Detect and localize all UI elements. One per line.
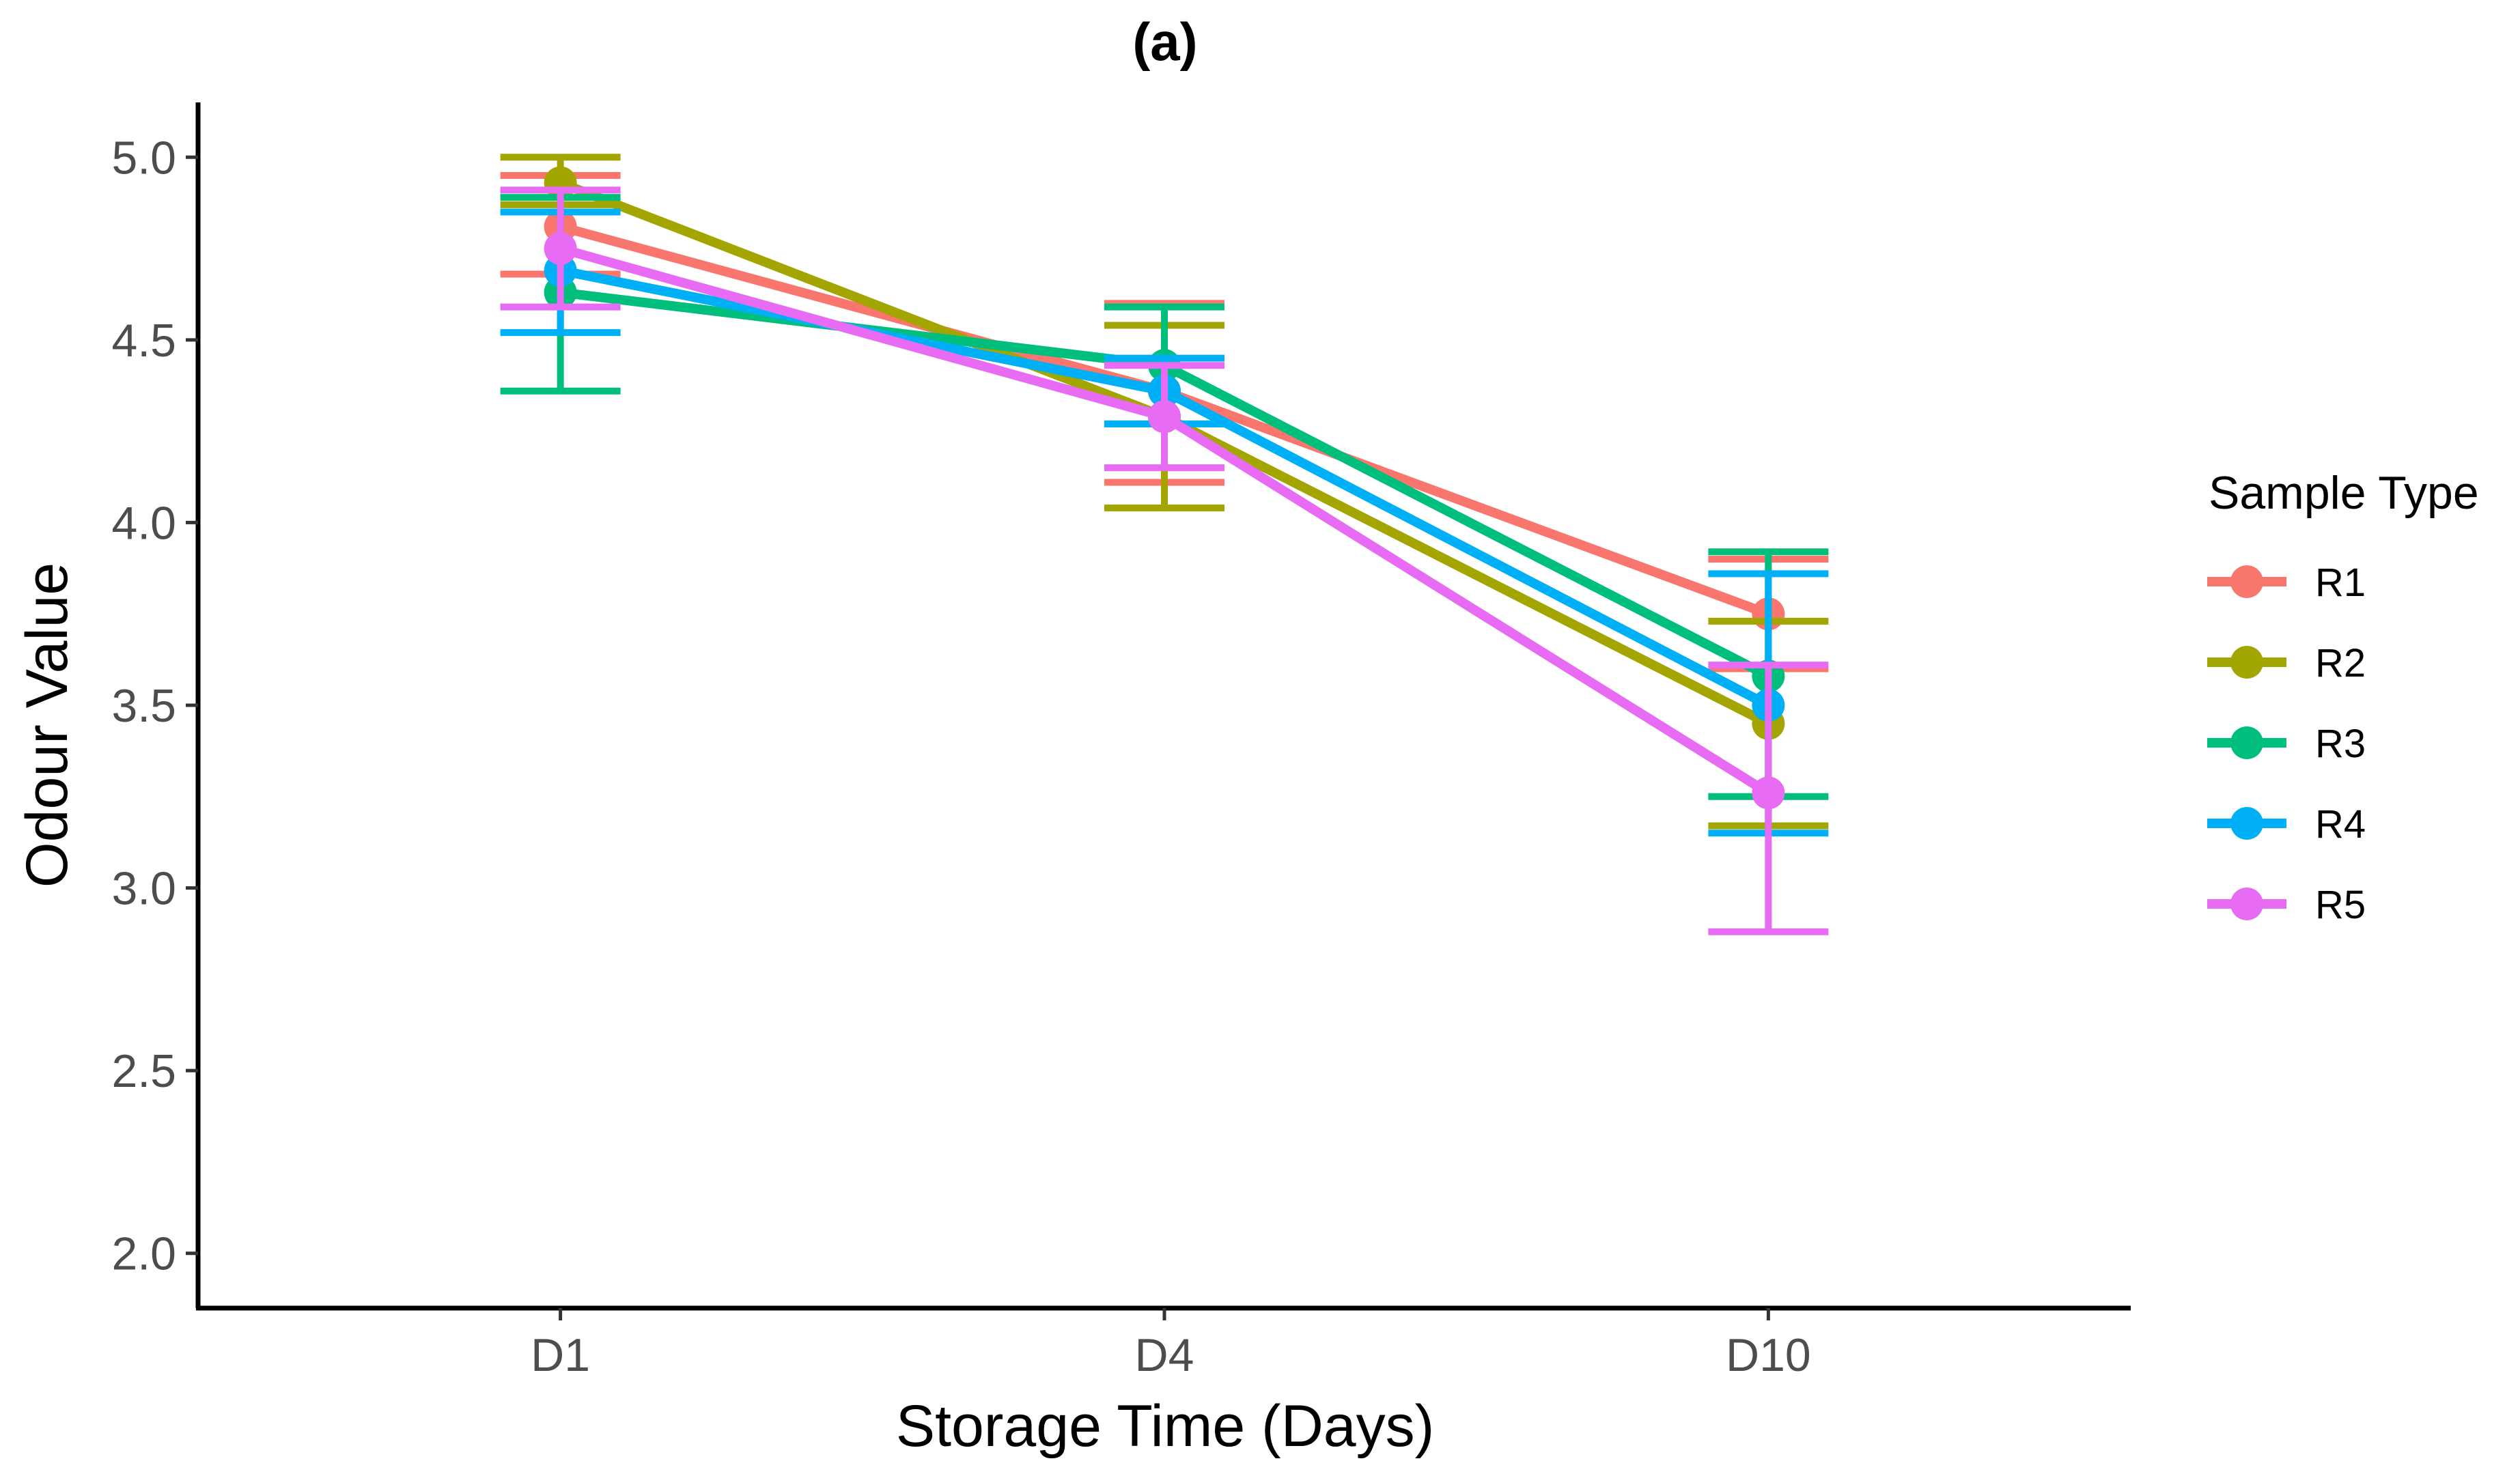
- legend-item-r1: R1: [2207, 561, 2366, 605]
- data-point: [1752, 776, 1785, 810]
- legend-title: Sample Type: [2209, 467, 2479, 519]
- series-r2: [500, 154, 1829, 830]
- x-axis-title: Storage Time (Days): [896, 1393, 1435, 1459]
- legend: Sample Type R1 R2 R3 R4 R5: [2207, 467, 2479, 927]
- legend-key-point: [2230, 888, 2263, 920]
- legend-key-point: [2230, 646, 2263, 679]
- data-point: [544, 232, 577, 266]
- legend-label: R4: [2315, 802, 2366, 847]
- legend-key-point: [2230, 807, 2263, 840]
- y-tick-label: 4.5: [111, 315, 176, 367]
- legend-label: R5: [2315, 883, 2366, 927]
- x-axis-ticks: D1 D4 D10: [531, 1308, 1811, 1381]
- y-tick-label: 2.5: [111, 1045, 176, 1097]
- y-tick-label: 3.0: [111, 863, 176, 915]
- y-tick-label: 4.0: [111, 497, 176, 549]
- y-axis-title: Odour Value: [14, 563, 80, 888]
- legend-label: R3: [2315, 722, 2366, 766]
- y-axis-ticks: 2.0 2.5 3.0 3.5 4.0 4.5 5.0: [111, 132, 198, 1280]
- x-tick-label: D4: [1135, 1329, 1194, 1381]
- plot-area: [500, 154, 1829, 935]
- data-point: [1148, 400, 1181, 434]
- legend-key-point: [2230, 726, 2263, 759]
- x-tick-label: D1: [531, 1329, 590, 1381]
- legend-item-r5: R5: [2207, 883, 2366, 927]
- series-r5: [500, 186, 1829, 935]
- y-tick-label: 2.0: [111, 1228, 176, 1280]
- legend-items: R1 R2 R3 R4 R5: [2207, 561, 2366, 927]
- chart-title: (a): [1132, 12, 1197, 72]
- legend-item-r3: R3: [2207, 722, 2366, 766]
- legend-label: R2: [2315, 641, 2366, 685]
- legend-item-r4: R4: [2207, 802, 2366, 847]
- y-tick-label: 3.5: [111, 680, 176, 732]
- legend-item-r2: R2: [2207, 641, 2366, 685]
- legend-key-point: [2230, 565, 2263, 598]
- x-tick-label: D10: [1726, 1329, 1811, 1381]
- y-tick-label: 5.0: [111, 132, 176, 184]
- legend-label: R1: [2315, 561, 2366, 605]
